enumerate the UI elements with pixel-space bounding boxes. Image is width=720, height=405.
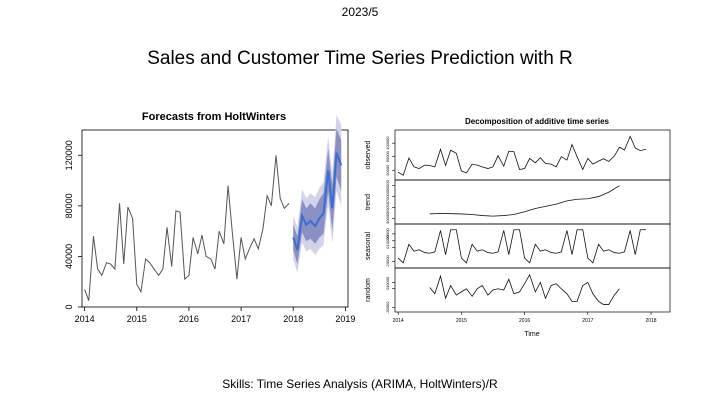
y-tick-label-trend: 30000 [385, 212, 390, 224]
panel-frame-trend [394, 179, 671, 225]
y-tick-label-observed: 20000 [385, 164, 390, 176]
x-tick-label: 2015 [456, 318, 467, 324]
x-tick-label: 2015 [127, 314, 147, 324]
x-tick-label: 2019 [335, 314, 355, 324]
x-tick-label: 2016 [519, 318, 530, 324]
chart-title: Forecasts from HoltWinters [142, 111, 286, 123]
panel-label-trend: trend [365, 194, 372, 210]
x-axis-label: Time [524, 331, 539, 338]
x-tick-label: 2017 [582, 318, 593, 324]
x-tick-label: 2018 [283, 314, 303, 324]
panel-label-random: random [365, 278, 372, 302]
plot-frame [81, 129, 349, 308]
holtwinters-forecast-chart: Forecasts from HoltWinters 2014 2015 2016 2… [64, 111, 355, 324]
x-tick-label: 2016 [179, 314, 199, 324]
panel-label-seasonal: seasonal [365, 232, 372, 260]
panel-line-seasonal [397, 229, 646, 264]
y-tick-label: 80000 [64, 193, 74, 218]
panel-line-trend [429, 185, 620, 217]
observed-series-line [84, 155, 290, 301]
y-tick-label-trend: 50000 [385, 201, 390, 213]
decomposition-chart: Decomposition of additive time series ob… [365, 117, 671, 338]
panel-line-random [429, 273, 620, 305]
panel-label-observed: observed [365, 140, 372, 169]
y-tick-label-observed: 60000 [385, 150, 390, 162]
y-tick-label-seasonal: 10000 [385, 234, 390, 246]
y-tick-label: 0 [64, 304, 74, 309]
x-tick-label: 2014 [75, 314, 95, 324]
y-tick-label-random: 0 [385, 287, 390, 290]
y-tick-label-seasonal: -20000 [385, 255, 390, 268]
y-tick-label-random: -30000 [385, 301, 390, 314]
x-tick-label: 2014 [393, 318, 404, 324]
y-tick-label-observed: 100000 [385, 136, 390, 150]
y-tick-label: 40000 [64, 244, 74, 269]
panel-line-observed [397, 135, 647, 176]
y-tick-label-trend: 90000 [385, 179, 390, 191]
slide-date: 2023/5 [341, 5, 379, 19]
panel-frame-random [394, 267, 671, 313]
y-tick-label-seasonal: 0 [385, 246, 390, 249]
panel-frame-observed [394, 129, 671, 181]
skills-caption: Skills: Time Series Analysis (ARIMA, Hol… [222, 377, 498, 391]
forecast-series-line [292, 152, 343, 251]
y-tick-label: 120000 [64, 140, 74, 170]
x-tick-label: 2018 [645, 318, 656, 324]
prediction-interval-80 [293, 128, 342, 265]
chart-title: Decomposition of additive time series [465, 117, 610, 126]
y-tick-label-trend: 70000 [385, 190, 390, 202]
slide-title: Sales and Customer Time Series Predictio… [147, 48, 573, 69]
y-tick-label-random: 10000 [385, 276, 390, 288]
y-tick-label-seasonal: 20000 [385, 228, 390, 240]
x-tick-label: 2017 [231, 314, 251, 324]
